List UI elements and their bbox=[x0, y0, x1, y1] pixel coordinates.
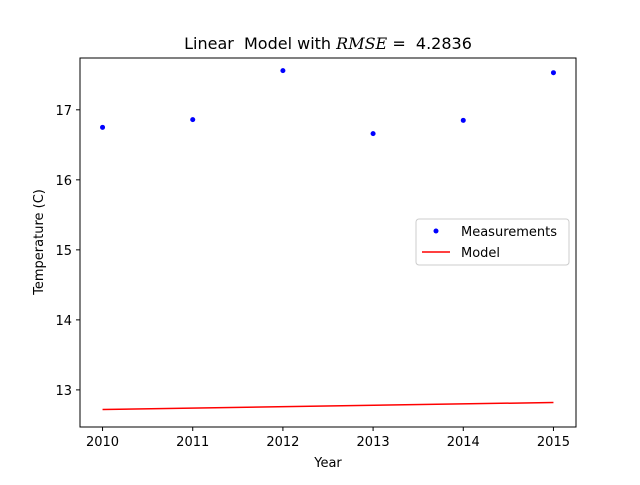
series-line-model bbox=[102, 401, 554, 411]
y-tick-label: 17 bbox=[55, 104, 72, 119]
y-tick-label: 13 bbox=[55, 384, 72, 399]
chart-title-suffix: = 4.2836 bbox=[387, 34, 472, 53]
x-axis-ticks: 2010 2011 2012 2013 2014 2015 bbox=[86, 427, 570, 450]
y-tick-label: 15 bbox=[55, 244, 72, 259]
legend-label-model: Model bbox=[461, 246, 500, 261]
axes-frame bbox=[79, 57, 577, 428]
x-tick-label: 2010 bbox=[86, 435, 119, 450]
chart-title: Linear Model with RMSE = 4.2836 bbox=[184, 34, 472, 53]
data-point-measurements bbox=[460, 117, 466, 123]
data-point-measurements bbox=[280, 68, 286, 74]
y-tick-label: 16 bbox=[55, 174, 72, 189]
legend-marker-measurements bbox=[433, 228, 439, 234]
legend: Measurements Model bbox=[415, 218, 570, 266]
x-tick-label: 2013 bbox=[357, 435, 390, 450]
data-point-measurements bbox=[550, 70, 556, 76]
data-point-measurements bbox=[100, 124, 106, 130]
legend-label-measurements: Measurements bbox=[461, 225, 557, 240]
y-axis-ticks: 13 14 15 16 17 bbox=[55, 104, 80, 399]
x-tick-label: 2011 bbox=[176, 435, 209, 450]
chart-title-math: RMSE bbox=[335, 34, 387, 53]
plot-area bbox=[100, 68, 556, 411]
x-axis-label: Year bbox=[313, 456, 342, 471]
x-tick-label: 2015 bbox=[537, 435, 570, 450]
data-point-measurements bbox=[190, 117, 196, 123]
y-axis-label: Temperature (C) bbox=[32, 189, 47, 296]
chart-title-prefix: Linear Model with bbox=[184, 34, 336, 53]
data-point-measurements bbox=[370, 131, 376, 137]
x-tick-label: 2012 bbox=[266, 435, 299, 450]
y-tick-label: 14 bbox=[55, 314, 72, 329]
x-tick-label: 2014 bbox=[447, 435, 480, 450]
legend-box bbox=[415, 218, 570, 266]
